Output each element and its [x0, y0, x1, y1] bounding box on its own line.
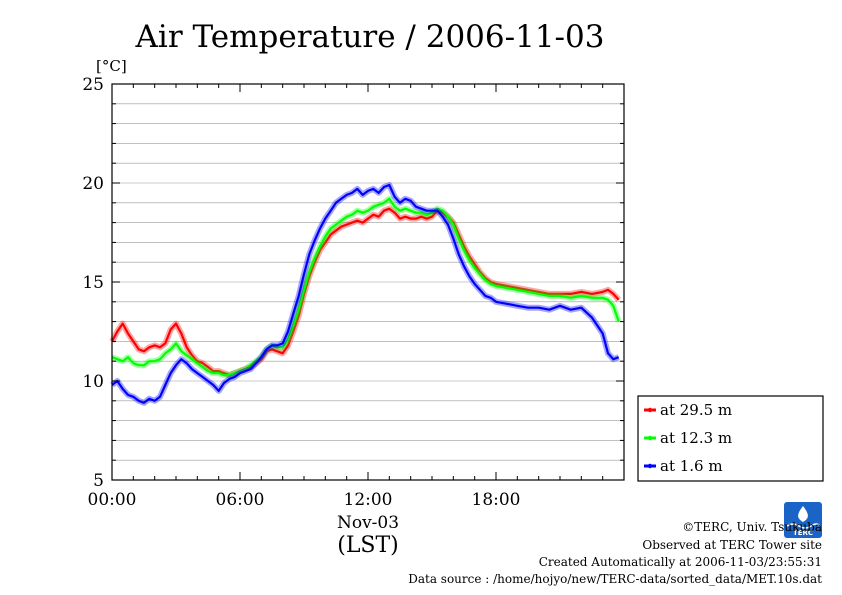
wave-icon: [786, 523, 821, 529]
y-tick-label: 25: [82, 75, 104, 95]
x-axis-label: (LST): [337, 533, 399, 558]
water-drop-icon: [798, 506, 808, 522]
grid-lines: [112, 103, 624, 461]
footer-observed: Observed at TERC Tower site: [642, 538, 822, 552]
y-tick-label: 10: [82, 372, 104, 392]
x-tick-label: 00:00: [88, 490, 137, 510]
series-line-1: [111, 197, 620, 377]
legend-label: at 29.5 m: [660, 401, 732, 419]
legend-marker: [647, 463, 653, 469]
legend-label: at 12.3 m: [660, 429, 732, 447]
legend-marker: [647, 407, 653, 413]
y-tick-label: 20: [82, 174, 104, 194]
x-tick-label: 12:00: [344, 490, 393, 510]
x-tick-label: 06:00: [216, 490, 265, 510]
y-tick-label: 5: [93, 471, 104, 491]
logo-text: TERC: [793, 529, 813, 537]
footer-source: Data source : /home/hojyo/new/TERC-data/…: [408, 572, 822, 586]
series-line-2: [111, 183, 620, 404]
series-lines: [109, 182, 622, 406]
legend-marker: [647, 435, 653, 441]
y-unit-label: [°C]: [96, 57, 127, 75]
footer-created: Created Automatically at 2006-11-03/23:5…: [539, 555, 822, 569]
footer-copyright: ©TERC, Univ. Tsukuba: [682, 520, 822, 534]
chart-title: Air Temperature / 2006-11-03: [135, 19, 605, 55]
x-date-label: Nov-03: [337, 513, 399, 533]
terc-logo: TERC: [784, 502, 822, 538]
x-axis: 00:00 06:00 12:00 18:00: [88, 84, 625, 510]
legend: at 29.5 m at 12.3 m at 1.6 m: [637, 395, 824, 482]
legend-box: [637, 395, 824, 482]
legend-label: at 1.6 m: [660, 457, 723, 475]
series-line-0: [111, 207, 620, 377]
y-tick-label: 15: [82, 273, 104, 293]
x-tick-label: 18:00: [472, 490, 521, 510]
y-axis: 5 10 15 20 25: [82, 75, 624, 491]
